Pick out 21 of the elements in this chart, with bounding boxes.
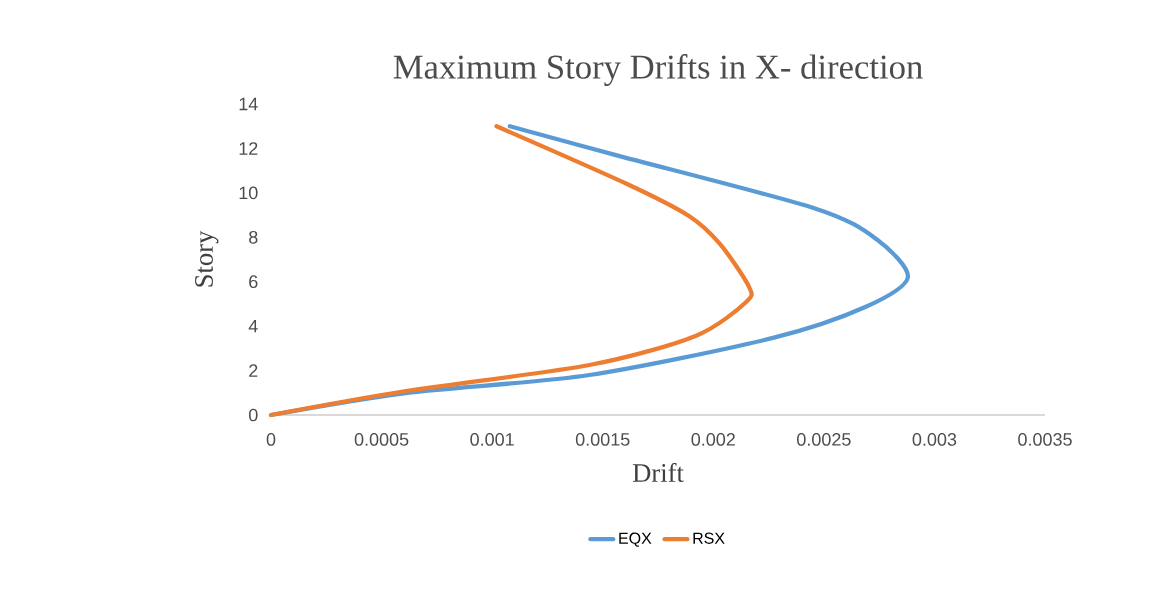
y-tick-label: 12	[239, 142, 258, 155]
y-tick-label: 2	[249, 364, 258, 377]
legend-label: RSX	[693, 532, 725, 544]
y-tick-label: 0	[248, 408, 258, 422]
x-tick-label: 0	[266, 433, 276, 446]
legend-label: EQX	[619, 532, 652, 547]
x-axis-title: Drift	[632, 462, 684, 482]
x-tick-label: 0.0035	[1018, 433, 1072, 446]
y-tick-label: 8	[249, 230, 258, 244]
x-tick-label: 0.003	[912, 433, 957, 446]
x-tick-label: 0.0025	[797, 433, 851, 446]
x-tick-label: 0.001	[470, 433, 514, 446]
x-tick-label: 0.0005	[354, 433, 409, 446]
y-tick-label: 6	[249, 275, 258, 289]
y-tick-label: 4	[248, 319, 258, 333]
x-tick-label: 0.0015	[575, 433, 630, 446]
chart-title: Maximum Story Drifts in X- direction	[393, 54, 923, 86]
y-tick-label: 14	[239, 97, 258, 111]
y-tick-label: 10	[239, 186, 258, 200]
x-tick-label: 0.002	[691, 433, 735, 446]
y-axis-title: Story	[195, 230, 219, 287]
